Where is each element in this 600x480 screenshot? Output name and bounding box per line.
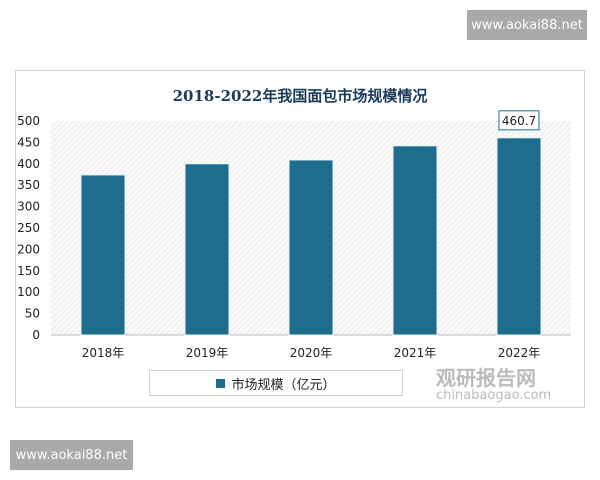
bar <box>288 159 334 336</box>
y-tick-label: 50 <box>25 307 40 321</box>
logo-url: chinabaogao.com <box>436 388 552 403</box>
y-tick-label: 200 <box>17 242 40 256</box>
data-label: 460.7 <box>502 114 536 128</box>
x-tick-label: 2020年 <box>290 346 333 360</box>
bar <box>184 163 230 336</box>
legend-label: 市场规模（亿元） <box>231 377 336 393</box>
bar <box>392 145 438 336</box>
legend: 市场规模（亿元） <box>149 370 403 396</box>
watermark-bottom: www.aokai88.net <box>10 440 133 470</box>
y-tick-label: 100 <box>17 285 40 299</box>
bar <box>496 137 542 336</box>
y-tick-label: 450 <box>17 135 40 149</box>
chart-title: 2018-2022年我国面包市场规模情况 <box>172 87 428 105</box>
legend-swatch <box>216 378 226 388</box>
y-tick-label: 400 <box>17 157 40 171</box>
data-label-box <box>498 110 540 131</box>
x-tick-label: 2019年 <box>186 346 229 360</box>
y-tick-label: 150 <box>17 264 40 278</box>
chart-frame: 2018-2022年我国面包市场规模情况 0 50 100 150 200 250 300 3… <box>15 70 585 408</box>
bar-chart: 0 50 100 150 200 250 300 350 400 450 500 2018年 2019年… <box>17 110 571 360</box>
y-tick-label: 350 <box>17 178 40 192</box>
logo: 观研报告网 chinabaogao.com <box>436 367 551 403</box>
bar <box>80 174 126 336</box>
x-tick-label: 2018年 <box>82 346 125 360</box>
watermark-top: www.aokai88.net <box>467 10 587 40</box>
y-tick-label: 500 <box>17 114 40 128</box>
y-tick-label: 0 <box>32 328 40 342</box>
x-tick-label: 2022年 <box>498 346 541 360</box>
logo-name: 观研报告网 <box>436 366 536 390</box>
x-tick-label: 2021年 <box>394 346 437 360</box>
y-tick-label: 300 <box>17 200 40 214</box>
y-tick-label: 250 <box>17 221 40 235</box>
